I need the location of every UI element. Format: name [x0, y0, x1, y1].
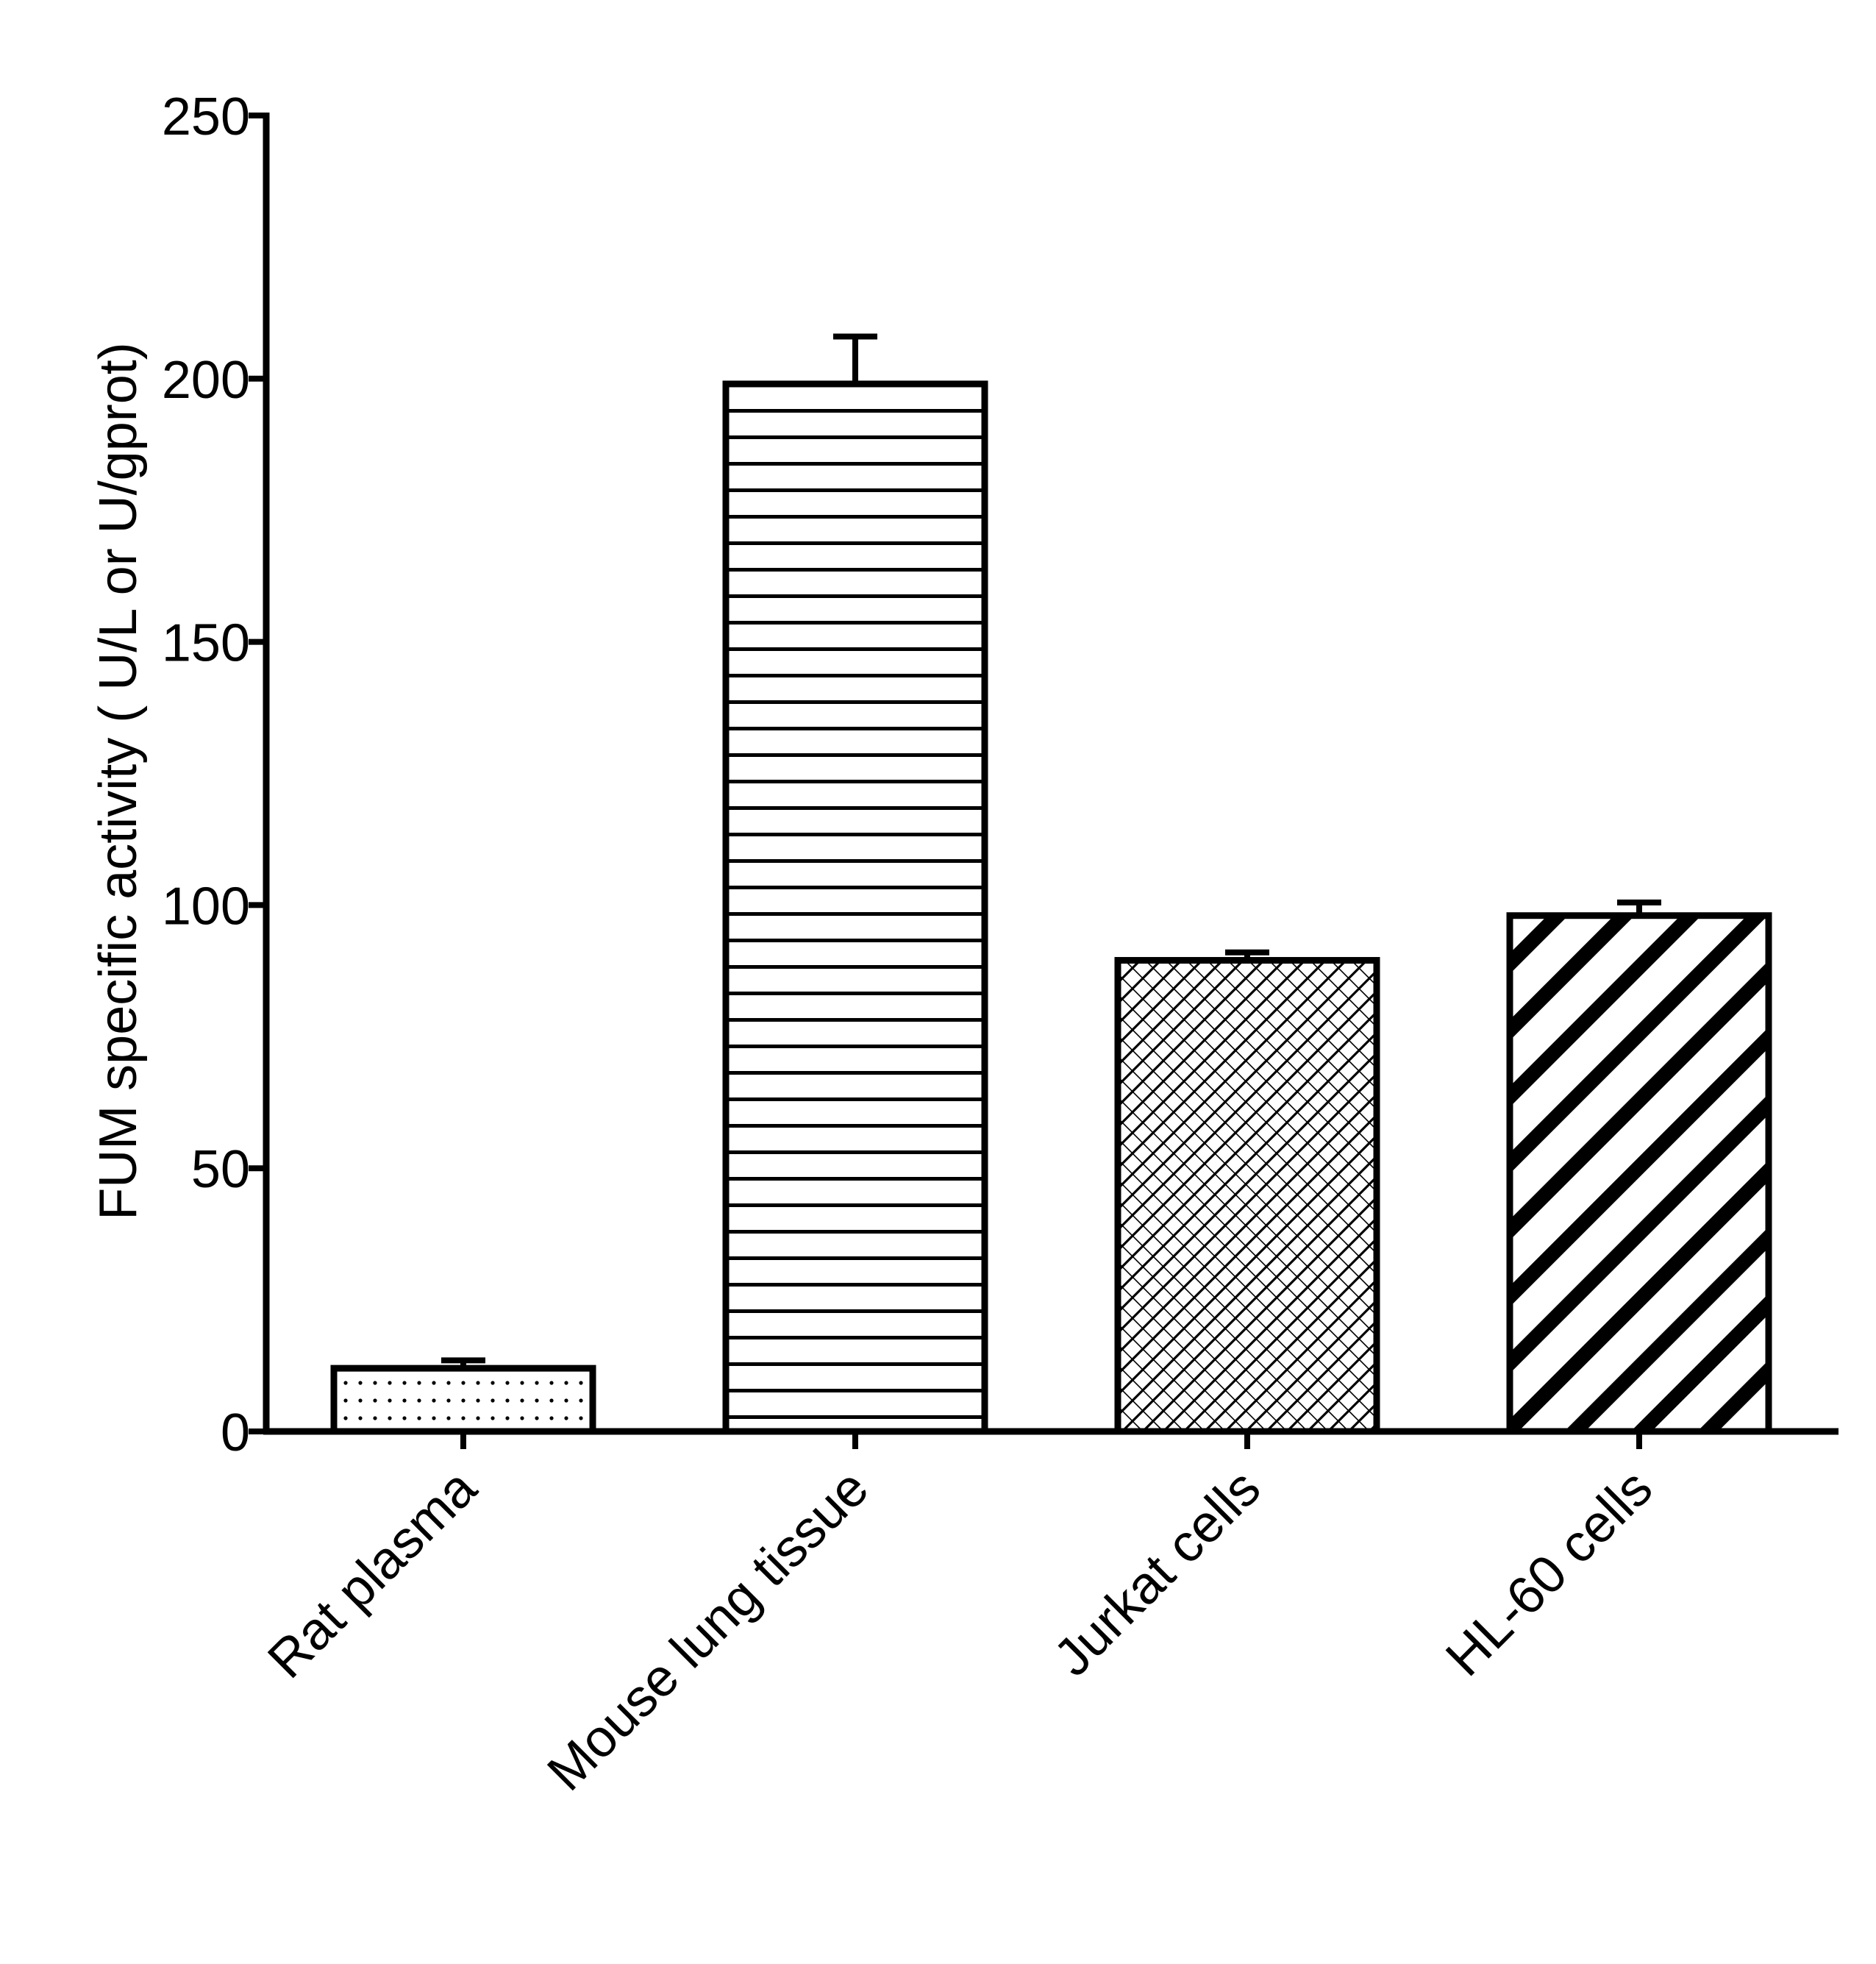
x-tick-label-3: HL-60 cells [1435, 1459, 1663, 1687]
bar-0 [330, 1365, 596, 1435]
x-tick-label-0: Rat plasma [257, 1458, 488, 1690]
y-tick-label-0: 0 [221, 1403, 250, 1462]
y-tick-label-2: 100 [162, 877, 250, 936]
x-tick-label-2: Jurkat cells [1043, 1459, 1272, 1687]
y-tick-label-1: 50 [191, 1140, 250, 1199]
y-tick-label-3: 150 [162, 614, 250, 673]
x-tick-label-1: Mouse lung tissue [536, 1459, 880, 1802]
bar-2 [1114, 957, 1380, 1435]
bar-3 [1506, 912, 1772, 1435]
y-axis-title: FUM specific activity ( U/L or U/gprot) [89, 342, 148, 1220]
y-tick-label-5: 250 [162, 88, 250, 146]
y-tick-label-4: 200 [162, 351, 250, 410]
bar-1 [722, 380, 988, 1435]
